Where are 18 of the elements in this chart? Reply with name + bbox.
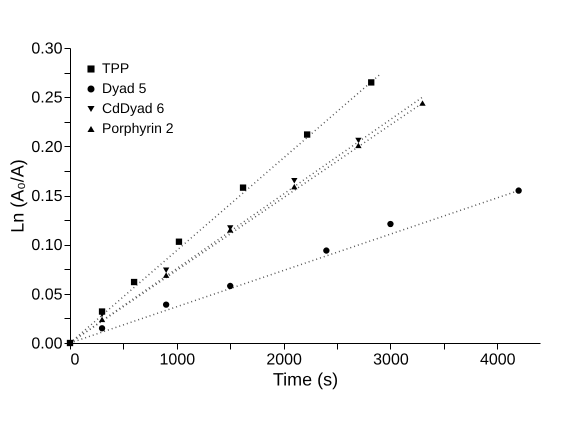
x-tick-label: 2000 [266,352,302,368]
legend-label: CdDyad 6 [102,100,164,116]
legend-label: TPP [102,60,130,76]
x-tick-label: 1000 [160,352,196,368]
x-tick-label: 0 [70,352,80,368]
y-tick-label: 0.00 [31,336,63,352]
y-tick-label: 0.05 [31,286,63,304]
y-tick-label: 0.25 [31,90,63,107]
legend-label: Porphyrin 2 [102,120,174,136]
legend-label: Dyad 5 [102,80,147,96]
x-axis-title: Time (s) [272,370,338,390]
y-tick-label: 0.20 [31,138,63,156]
y-tick-label: 0.15 [31,188,63,205]
x-tick-label: 3000 [373,352,409,368]
y-tick-label: 0.30 [31,40,63,58]
y-tick-label: 0.10 [31,237,63,254]
x-tick-label: 4000 [480,352,516,368]
y-axis-title: Ln (A₀/A) [7,159,28,233]
